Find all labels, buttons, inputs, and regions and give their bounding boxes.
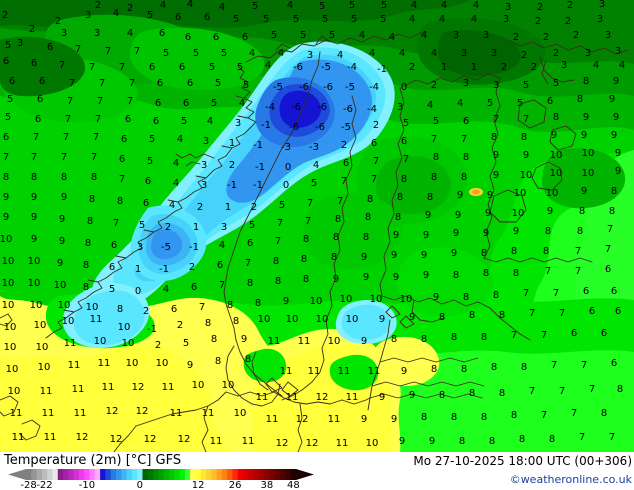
colorbar-swatch: [269, 469, 276, 480]
colorbar-swatch: [158, 469, 165, 480]
colorbar-swatch: [174, 469, 181, 480]
colorbar-swatch: [131, 469, 138, 480]
colorbar-swatch: [105, 469, 112, 480]
colorbar-swatch: [253, 469, 260, 480]
colorbar-swatch: [73, 469, 80, 480]
colorbar-swatch: [290, 469, 297, 480]
colorbar-swatch: [163, 469, 170, 480]
colorbar-swatches: [8, 469, 314, 480]
colorbar-swatch: [121, 469, 128, 480]
colorbar-swatch: [89, 469, 96, 480]
colorbar-swatch: [63, 469, 69, 480]
temperature-shading: [0, 0, 634, 452]
colorbar-swatch: [100, 469, 107, 480]
colorbar-swatch: [78, 469, 85, 480]
colorbar-tick: 26: [228, 480, 242, 490]
colorbar-swatch: [258, 469, 265, 480]
colorbar-left-arrow: [8, 469, 26, 480]
colorbar-swatch: [195, 469, 202, 480]
colorbar-swatch: [147, 469, 154, 480]
colorbar-swatch: [47, 469, 54, 480]
colorbar-swatch: [137, 469, 144, 480]
colorbar-swatch: [153, 469, 159, 480]
colorbar-swatch: [221, 469, 228, 480]
colorbar-swatch: [232, 469, 239, 480]
model-run-timestamp: Mo 27-10-2025 18:00 UTC (00+306): [413, 454, 632, 468]
colorbar-swatch: [190, 469, 197, 480]
colorbar-swatch: [41, 469, 48, 480]
colorbar-swatch: [200, 469, 207, 480]
coastlines: [0, 31, 629, 452]
legend-title: Temperature (2m) [°C] GFS: [4, 453, 182, 468]
colorbar-swatch: [57, 469, 64, 480]
legend-footer: Temperature (2m) [°C] GFS Mo 27-10-2025 …: [0, 452, 634, 490]
temperature-colorbar[interactable]: -28 -22 -10 0 12 26 38 48: [8, 469, 314, 490]
colorbar-swatch: [264, 469, 271, 480]
colorbar-swatch: [285, 469, 292, 480]
colorbar-tick: 12: [191, 480, 205, 490]
colorbar-swatch: [179, 469, 186, 480]
colorbar-swatch: [168, 469, 175, 480]
colorbar-swatch: [126, 469, 133, 480]
colorbar-swatch: [116, 469, 122, 480]
copyright-label: ©weatheronline.co.uk: [509, 473, 632, 486]
colorbar-swatch: [94, 469, 101, 480]
colorbar-swatch: [237, 469, 244, 480]
colorbar-tick: 48: [287, 480, 300, 490]
colorbar-swatch: [142, 469, 149, 480]
colorbar-swatch: [26, 469, 32, 480]
colorbar-swatch: [211, 469, 218, 480]
colorbar-swatch: [31, 469, 38, 480]
colorbar-swatch: [280, 469, 287, 480]
colorbar-swatch: [227, 469, 234, 480]
colorbar-tick: 38: [260, 480, 274, 490]
colorbar-tick: -28: [20, 480, 37, 490]
colorbar-right-arrow: [296, 469, 314, 480]
colorbar-swatch: [36, 469, 43, 480]
colorbar-swatch: [52, 469, 59, 480]
colorbar-swatch: [248, 469, 255, 480]
colorbar-swatch: [84, 469, 91, 480]
colorbar-swatch: [184, 469, 191, 480]
colorbar-swatch: [110, 469, 117, 480]
colorbar-tick: -22: [36, 480, 53, 490]
colorbar-swatch: [68, 469, 75, 480]
colorbar-tick: 0: [136, 480, 143, 490]
colorbar-swatch: [274, 469, 281, 480]
colorbar-tick: -10: [78, 480, 96, 490]
temperature-field-svg: [0, 0, 634, 452]
colorbar-swatch: [243, 469, 249, 480]
colorbar-swatch: [206, 469, 212, 480]
colorbar-swatch: [216, 469, 223, 480]
